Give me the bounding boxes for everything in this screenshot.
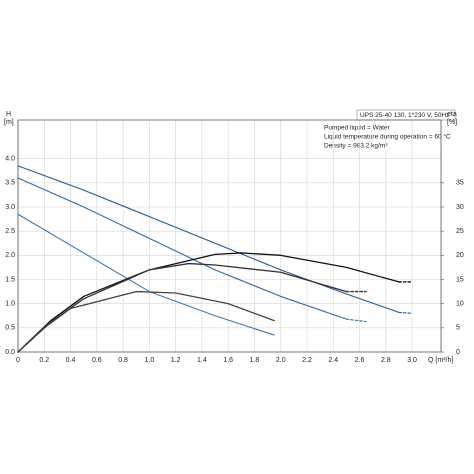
y2-tick-label: 0	[456, 349, 460, 356]
y-tick-label: 0.5	[5, 325, 15, 332]
x-tick-label: 0.2	[39, 357, 49, 364]
head-curve	[17, 165, 400, 313]
efficiency-curve	[17, 262, 348, 353]
annotation: Pumped liquid = Water	[324, 125, 391, 132]
efficiency-curve	[17, 252, 400, 353]
y2-tick-label: 30	[456, 204, 464, 211]
y2-tick-label: 10	[456, 301, 464, 308]
x-tick-label: 1.8	[250, 357, 260, 364]
legend-title: UPS 25-40 130, 1*230 V, 50Hz	[360, 112, 449, 119]
y-tick-label: 2.5	[5, 228, 15, 235]
plot-frame	[17, 119, 442, 353]
x-tick-label: 2.2	[302, 357, 312, 364]
x-tick-label: 1.0	[144, 357, 154, 364]
head-curve	[17, 177, 347, 320]
y2-axis-label: eta	[447, 111, 457, 118]
annotation: Density = 983.2 kg/m³	[324, 143, 388, 150]
x-tick-label: 2.6	[355, 357, 365, 364]
y-tick-label: 0.0	[5, 349, 15, 356]
head-curve	[345, 318, 367, 323]
y-tick-label: 1.5	[5, 276, 15, 283]
y-tick-label: 1.0	[5, 301, 15, 308]
x-tick-label: 1.6	[223, 357, 233, 364]
x-tick-label: 1.2	[171, 357, 181, 364]
efficiency-curve	[17, 290, 275, 353]
y2-axis-label: [%]	[447, 119, 457, 126]
x-tick-label: 2.8	[381, 357, 391, 364]
x-tick-label: 0.8	[118, 357, 128, 364]
y-tick-label: 3.5	[5, 180, 15, 187]
x-tick-label: 3.0	[407, 357, 417, 364]
annotation: Liquid temperature during operation = 60…	[324, 133, 451, 141]
y-tick-label: 3.0	[5, 204, 15, 211]
x-tick-label: 0.6	[92, 357, 102, 364]
x-tick-label: 0	[16, 357, 20, 364]
y-tick-label: 2.0	[5, 252, 15, 259]
head-curve	[398, 311, 413, 314]
y-axis-label: [m]	[4, 119, 14, 126]
y-tick-label: 4.0	[5, 156, 15, 163]
y2-tick-label: 35	[456, 180, 464, 187]
y2-tick-label: 15	[456, 276, 464, 283]
x-tick-label: 2.4	[328, 357, 338, 364]
y-axis-label: H	[6, 111, 11, 118]
y2-tick-label: 5	[456, 325, 460, 332]
x-tick-label: 1.4	[197, 357, 207, 364]
y2-tick-label: 25	[456, 228, 464, 235]
y2-tick-label: 20	[456, 252, 464, 259]
x-tick-label: 2.0	[276, 357, 286, 364]
x-tick-label: 0.4	[66, 357, 76, 364]
x-axis-label: Q [m³/h]	[428, 357, 453, 364]
